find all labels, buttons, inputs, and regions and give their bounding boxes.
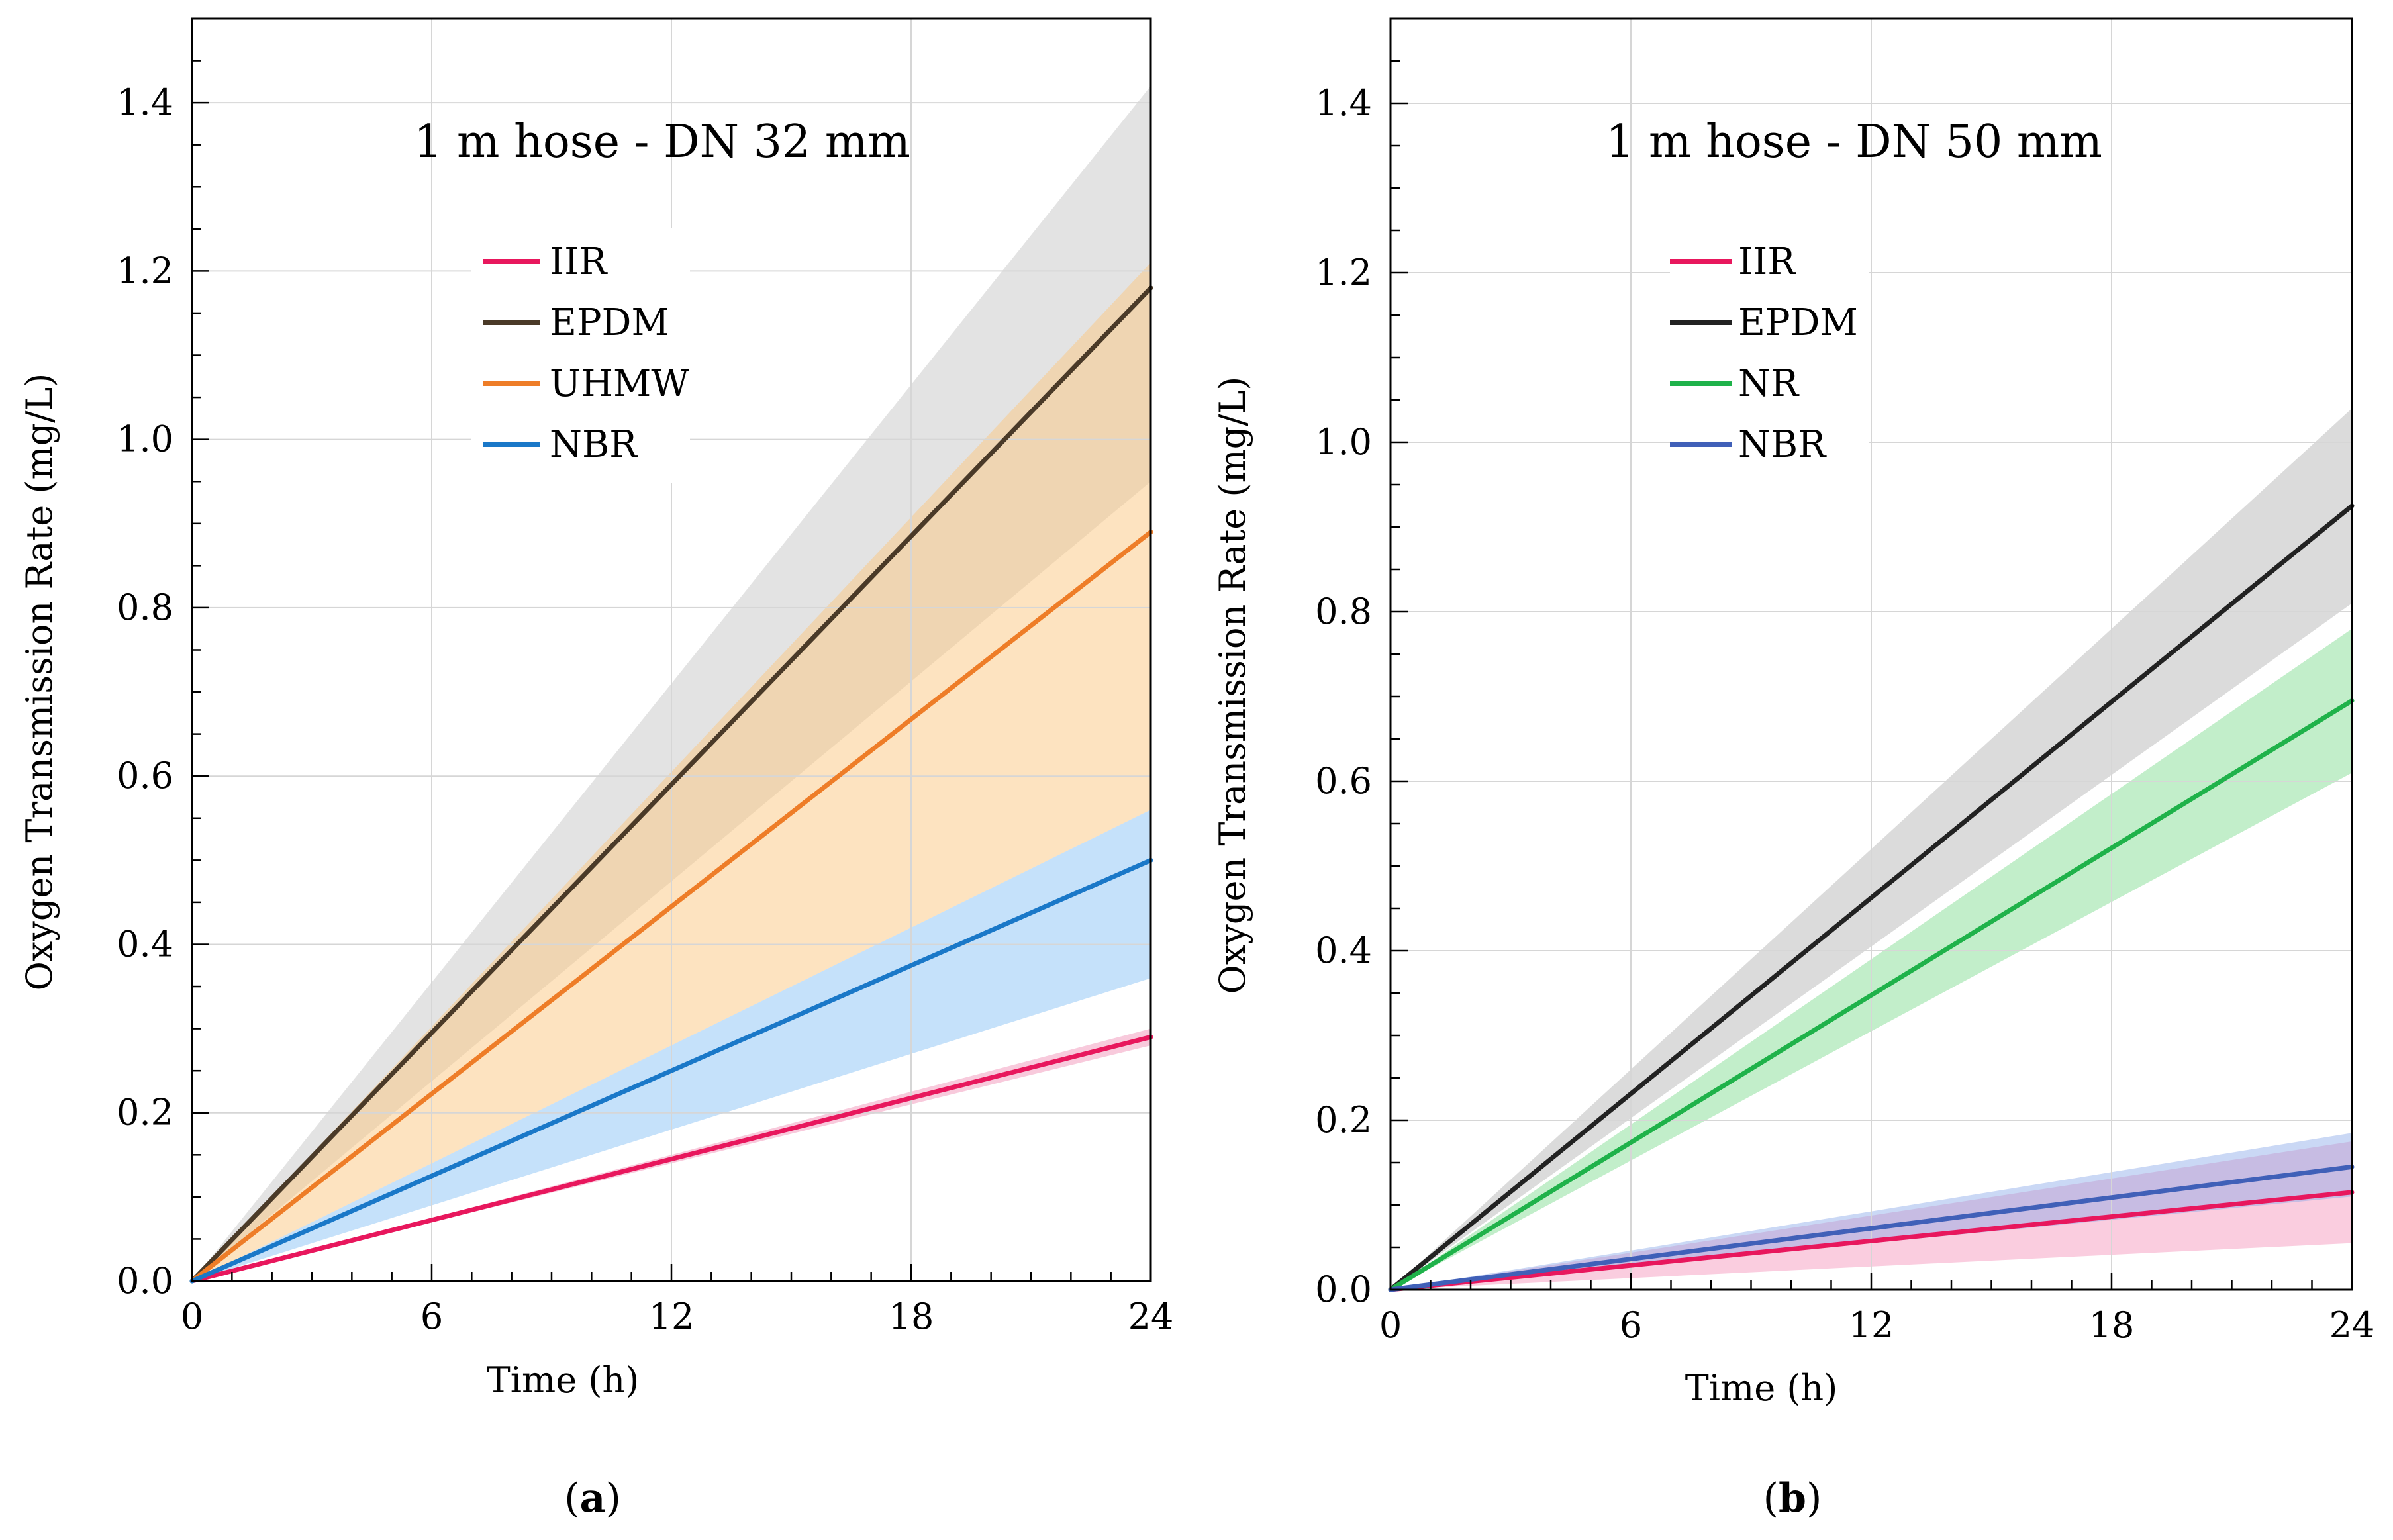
panel-a-legend: IIR EPDM UHMW NBR [483, 240, 689, 466]
panel-b-legend-label-nr: NR [1738, 362, 1800, 405]
panel-a-labels: 1 m hose - DN 32 mm Time (h) Oxygen Tran… [19, 116, 910, 1521]
panel-b-legend-label-epdm: EPDM [1738, 301, 1858, 344]
panel-a-legend-background [471, 228, 690, 483]
panel-a-y-tick-label: 0.4 [117, 923, 173, 965]
panel-a-x-tick-label: 12 [649, 1296, 695, 1337]
panel-b-legend-background [1670, 228, 1869, 483]
panel-b-legend-label-nbr: NBR [1738, 423, 1827, 466]
panel-a: 0 6 12 18 24 0.0 0.2 0.4 0.6 0.8 1.0 1.2 1.4 1 m hos… [19, 17, 1174, 1521]
panel-a-legend-label-epdm: EPDM [550, 301, 669, 344]
panel-a-legend-label-iir: IIR [550, 240, 608, 283]
panel-a-y-tick-label: 0.0 [117, 1260, 173, 1302]
panel-a-x-tick-label: 24 [1128, 1296, 1174, 1337]
panel-a-y-axis-title: Oxygen Transmission Rate (mg/L) [19, 373, 60, 991]
panel-a-caption: (a) [564, 1475, 621, 1521]
panel-a-lines [189, 285, 1153, 1284]
panel-a-y-tick-label: 1.0 [117, 418, 173, 460]
panel-a-x-tick-label: 6 [420, 1296, 443, 1337]
panel-a-y-tick-label: 1.4 [117, 81, 173, 123]
panel-b-x-tick-label: 6 [1620, 1304, 1642, 1346]
panel-b-y-tick-label: 1.0 [1315, 421, 1372, 463]
panel-b-line-nbr [1388, 1164, 2355, 1292]
panel-b-x-tick-label: 12 [1849, 1304, 1894, 1346]
panel-b-line-epdm [1388, 503, 2355, 1292]
panel-b-y-tick-label: 0.0 [1315, 1269, 1372, 1310]
panel-a-line-iir [189, 1034, 1153, 1284]
panel-b-x-tick-label: 0 [1379, 1304, 1402, 1346]
panel-b-line-iir [1388, 1190, 2355, 1292]
panel-a-legend-box [471, 228, 690, 483]
panel-a-y-tick-label: 0.8 [117, 587, 173, 628]
panel-b-legend: IIR EPDM NR NBR [1670, 240, 1858, 466]
panel-a-y-tick-label: 1.2 [117, 250, 173, 291]
panel-b-labels: 1 m hose - DN 50 mm Time (h) Oxygen Tran… [1212, 116, 2102, 1521]
panel-b-x-axis-title: Time (h) [1685, 1367, 1838, 1409]
panel-b-y-tick-label: 1.2 [1315, 252, 1372, 293]
panel-b-ticks: 0 6 12 18 24 0.0 0.2 0.4 0.6 0.8 1.0 1.2 1.4 [1315, 17, 2375, 1346]
panel-b-y-tick-label: 0.2 [1315, 1099, 1372, 1141]
panel-a-line-uhmw [189, 530, 1153, 1284]
panel-b-lines [1388, 503, 2355, 1292]
panel-b-y-tick-label: 1.4 [1315, 82, 1372, 124]
panel-a-line-nbr [189, 857, 1153, 1284]
panel-a-x-axis-title: Time (h) [487, 1359, 640, 1401]
panel-b-x-tick-label: 24 [2329, 1304, 2375, 1346]
panel-b-y-axis-title: Oxygen Transmission Rate (mg/L) [1212, 377, 1253, 994]
panel-b-title: 1 m hose - DN 50 mm [1606, 116, 2102, 168]
panel-a-title: 1 m hose - DN 32 mm [414, 116, 910, 168]
panel-a-y-tick-label: 0.6 [117, 755, 173, 796]
panel-a-legend-label-uhmw: UHMW [550, 362, 689, 405]
panel-b-y-tick-label: 0.6 [1315, 760, 1372, 802]
panel-b-line-nr [1388, 698, 2355, 1292]
panel-a-y-tick-label: 0.2 [117, 1092, 173, 1133]
panel-a-x-tick-label: 18 [889, 1296, 934, 1337]
panel-a-legend-label-nbr: NBR [550, 423, 638, 466]
panel-b-legend-box [1670, 228, 1869, 483]
panel-b-x-tick-label: 18 [2089, 1304, 2135, 1346]
panel-b-y-tick-label: 0.4 [1315, 930, 1372, 971]
panel-b: 0 6 12 18 24 0.0 0.2 0.4 0.6 0.8 1.0 1.2 1.4 1 m hos… [1212, 17, 2375, 1521]
panel-a-ticks: 0 6 12 18 24 0.0 0.2 0.4 0.6 0.8 1.0 1.2 1.4 [117, 17, 1174, 1337]
panel-a-x-tick-label: 0 [181, 1296, 203, 1337]
panel-a-line-epdm [189, 285, 1153, 1284]
panel-b-y-tick-label: 0.8 [1315, 591, 1372, 632]
panel-b-legend-label-iir: IIR [1738, 240, 1796, 283]
panel-b-caption: (b) [1763, 1475, 1822, 1521]
panel-b-grid [1391, 19, 2352, 1290]
